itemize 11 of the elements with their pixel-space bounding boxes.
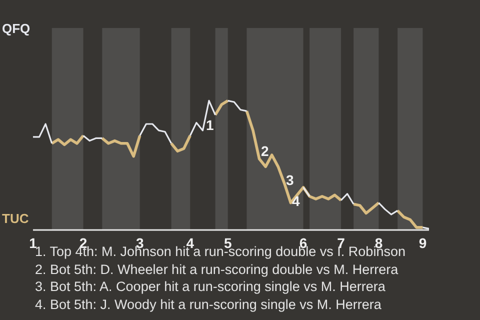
- x-tick-label: 9: [418, 234, 427, 251]
- text: 3. Bot 5th: A. Cooper hit a run-scoring single vs M. Herrera: [35, 278, 386, 296]
- text: TUC: [2, 211, 29, 226]
- text: 4. Bot 5th: J. Woody hit a run-scoring single vs M. Herrera: [35, 296, 382, 313]
- annotation: 2: [261, 143, 269, 159]
- text: QFQ: [2, 21, 30, 36]
- annotation: 1: [206, 117, 214, 133]
- x-tick-label: 1: [29, 234, 38, 251]
- text: 2. Bot 5th: D. Wheeler hit a run-scoring double vs M. Herrera: [35, 260, 400, 278]
- annotation: 3: [286, 172, 294, 188]
- annotation: 4: [292, 193, 300, 209]
